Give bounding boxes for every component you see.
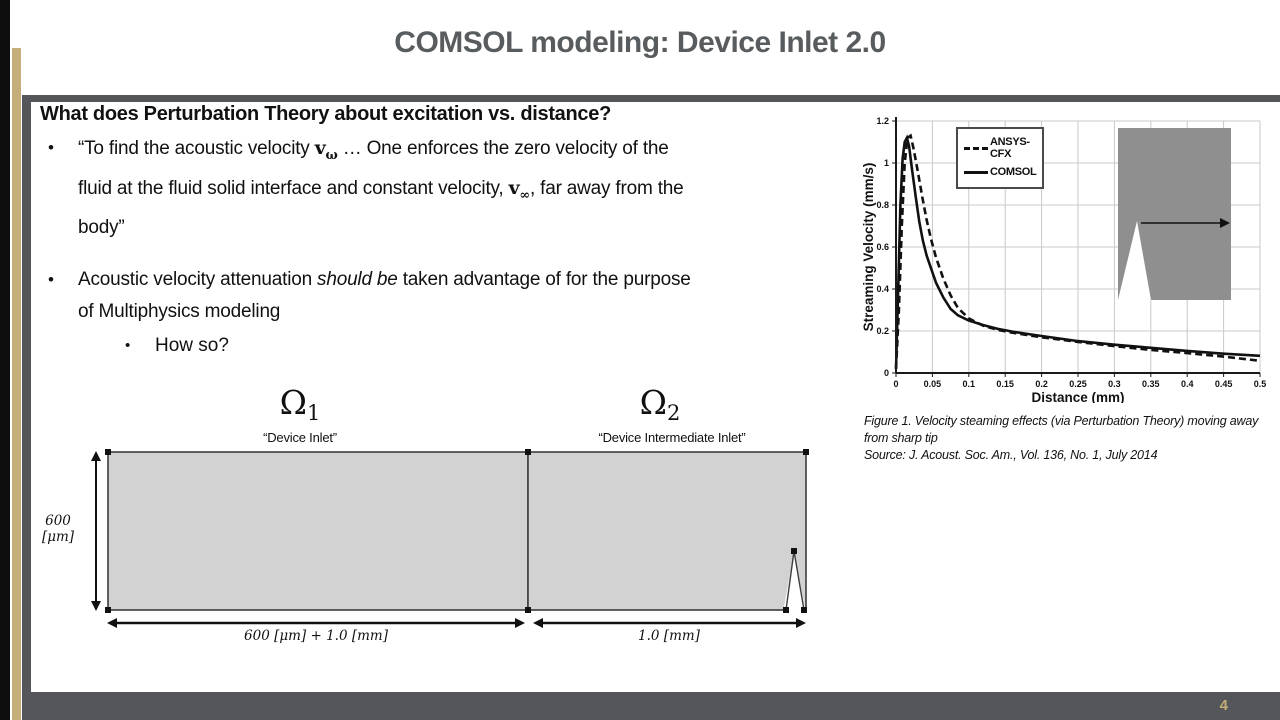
solid-line-swatch — [964, 170, 988, 174]
omega-subscript-2: 2 — [667, 401, 681, 425]
infinity-subscript: ∞ — [519, 187, 530, 203]
y-tick-label: 0.2 — [876, 326, 889, 336]
domain2-name: “Device Intermediate Inlet” — [598, 430, 746, 445]
omega-subscript-1: 1 — [307, 401, 321, 425]
x-tick-label: 0.3 — [1108, 379, 1121, 389]
bullet-quote-text: “To find the acoustic velocity vω … One … — [78, 132, 696, 244]
legend-label-ansys: ANSYS-CFX — [990, 136, 1030, 160]
x-tick-label: 0.25 — [1069, 379, 1087, 389]
x-axis-title: Distance (mm) — [1031, 390, 1124, 403]
content-panel — [22, 95, 1280, 720]
text-block: What does Perturbation Theory about exci… — [40, 103, 780, 362]
omega-glyph: Ω — [279, 383, 307, 422]
chart-canvas: 0 0.05 0.1 0.15 0.2 0.25 0.3 0.35 0.4 0.45 0.5 0 0.2… — [861, 116, 1267, 405]
left-gold-accent-bar — [12, 48, 21, 720]
tip-right-edge — [793, 550, 805, 611]
bullet-quote: • “To find the acoustic velocity vω … On… — [40, 132, 780, 244]
bullet-attenuation: • Acoustic velocity attenuation should b… — [40, 264, 780, 328]
curve-comsol — [894, 134, 1261, 369]
sub-bullet-text: How so? — [155, 334, 229, 356]
vertex-markers — [105, 449, 809, 613]
y-tick-label: 0.8 — [876, 200, 889, 210]
sub-bullet-how-so: • How so? — [40, 330, 780, 362]
streaming-velocity-chart: 0 0.05 0.1 0.15 0.2 0.25 0.3 0.35 0.4 0.45 0.5 0 0.2… — [861, 103, 1272, 405]
y-tick-label: 0.6 — [876, 242, 889, 252]
y-tick-label: 1.2 — [876, 116, 889, 126]
legend-label-comsol: COMSOL — [990, 166, 1037, 178]
bullet-dot: • — [48, 269, 54, 289]
legend-row-ansys: ANSYS-CFX — [964, 136, 1042, 160]
velocity-symbol: v — [508, 176, 520, 199]
bullet-attenuation-text: Acoustic velocity attenuation should be … — [78, 264, 696, 328]
height-dimension-label: 600 [μm] — [41, 513, 75, 545]
domain1-rect — [107, 451, 529, 611]
width2-dimension-arrow — [533, 618, 806, 628]
domain2-rect — [527, 451, 807, 611]
x-tick-label: 0.45 — [1215, 379, 1233, 389]
slide-title: COMSOL modeling: Device Inlet 2.0 — [394, 26, 886, 59]
tip-inset-notch — [1118, 221, 1151, 300]
geometry-shapes — [91, 449, 809, 628]
bullet-dot: • — [48, 138, 54, 157]
x-tick-label: 0.15 — [996, 379, 1014, 389]
footer-bar: 4 — [22, 692, 1280, 720]
geometry-diagram: Ω1 Ω2 “Device Inlet” “Device Intermediat… — [30, 385, 830, 660]
caption-source: Source: J. Acoust. Soc. Am., Vol. 136, N… — [864, 448, 1158, 462]
caption-text: Figure 1. Velocity steaming effects (via… — [864, 414, 1259, 445]
omega-glyph: Ω — [639, 383, 667, 422]
chart-legend: ANSYS-CFX COMSOL — [956, 127, 1044, 189]
y-tick-label: 0 — [884, 368, 889, 378]
omega-subscript: ω — [325, 147, 338, 163]
left-black-accent-bar — [0, 0, 10, 720]
dashed-line-swatch — [964, 146, 988, 150]
emphasis-should-be: should be — [317, 268, 398, 290]
width1-dimension-label: 600 [μm] + 1.0 [mm] — [244, 628, 388, 644]
attenuation-part: Acoustic velocity attenuation — [78, 268, 318, 290]
sharp-tip-notch — [783, 551, 806, 613]
quote-part: , far away from the body” — [78, 177, 684, 238]
y-tick-label: 0.4 — [876, 284, 889, 294]
page-number: 4 — [1219, 697, 1228, 714]
width2-dimension-label: 1.0 [mm] — [638, 628, 700, 644]
x-tick-label: 0 — [893, 379, 898, 389]
x-tick-label: 0.4 — [1181, 379, 1194, 389]
x-tick-label: 0.35 — [1142, 379, 1160, 389]
height-dimension-arrow — [91, 451, 101, 611]
attenuation-part: taken advantage of for the purpose of Mu… — [78, 268, 691, 322]
x-tick-label: 0.5 — [1254, 379, 1267, 389]
tip-left-edge — [785, 550, 795, 611]
width1-dimension-arrow — [107, 618, 525, 628]
x-tick-label: 0.05 — [924, 379, 942, 389]
domain2-symbol: Ω2 — [630, 385, 690, 431]
quote-part: … One enforces the zero velocity of the … — [78, 138, 669, 199]
legend-row-comsol: COMSOL — [964, 160, 1042, 184]
y-tick-label: 1 — [884, 158, 889, 168]
y-axis-title: Streaming Velocity (mm/s) — [862, 163, 876, 332]
x-tick-label: 0.1 — [963, 379, 976, 389]
tip-inset-arrowhead — [1220, 218, 1230, 228]
x-tick-label: 0.2 — [1035, 379, 1048, 389]
sub-bullet-dot: • — [125, 336, 131, 354]
velocity-symbol: v — [314, 137, 326, 159]
question-heading: What does Perturbation Theory about exci… — [40, 103, 611, 125]
domain1-symbol: Ω1 — [270, 385, 330, 431]
domain1-name: “Device Inlet” — [263, 430, 337, 445]
quote-part: “To find the acoustic velocity — [78, 138, 315, 159]
figure-caption: Figure 1. Velocity steaming effects (via… — [864, 413, 1278, 464]
